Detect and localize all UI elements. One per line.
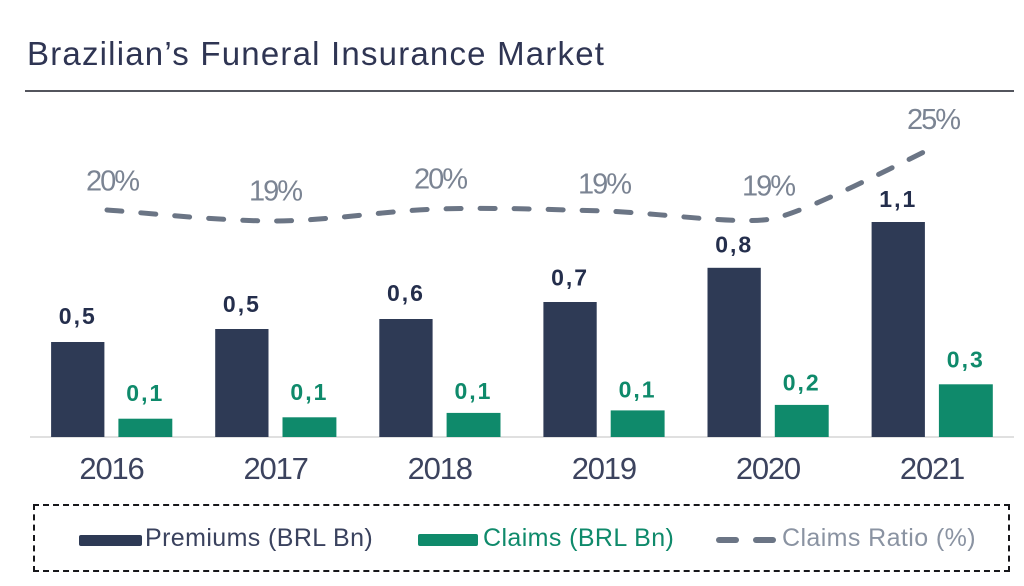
svg-text:0,1: 0,1 bbox=[619, 376, 657, 402]
svg-text:0,5: 0,5 bbox=[59, 303, 97, 329]
svg-text:19%: 19% bbox=[249, 176, 302, 208]
svg-text:1,1: 1,1 bbox=[879, 186, 917, 212]
svg-text:2016: 2016 bbox=[79, 451, 143, 486]
svg-text:0,7: 0,7 bbox=[551, 265, 589, 291]
svg-text:0,1: 0,1 bbox=[455, 378, 493, 404]
svg-text:20%: 20% bbox=[414, 164, 467, 196]
svg-text:19%: 19% bbox=[742, 171, 795, 203]
svg-text:0,8: 0,8 bbox=[715, 232, 753, 258]
svg-text:2021: 2021 bbox=[900, 451, 964, 486]
svg-text:0,3: 0,3 bbox=[947, 347, 985, 373]
svg-text:25%: 25% bbox=[907, 104, 960, 136]
svg-text:2017: 2017 bbox=[244, 451, 308, 486]
svg-text:2020: 2020 bbox=[736, 451, 801, 486]
svg-text:20%: 20% bbox=[86, 166, 139, 198]
svg-text:19%: 19% bbox=[578, 169, 631, 201]
svg-text:2019: 2019 bbox=[572, 451, 636, 486]
svg-text:0,1: 0,1 bbox=[290, 379, 328, 405]
svg-text:0,1: 0,1 bbox=[126, 380, 164, 406]
svg-text:0,6: 0,6 bbox=[387, 280, 425, 306]
svg-text:0,5: 0,5 bbox=[223, 291, 261, 317]
svg-text:2018: 2018 bbox=[408, 451, 472, 486]
svg-text:0,2: 0,2 bbox=[783, 370, 821, 396]
